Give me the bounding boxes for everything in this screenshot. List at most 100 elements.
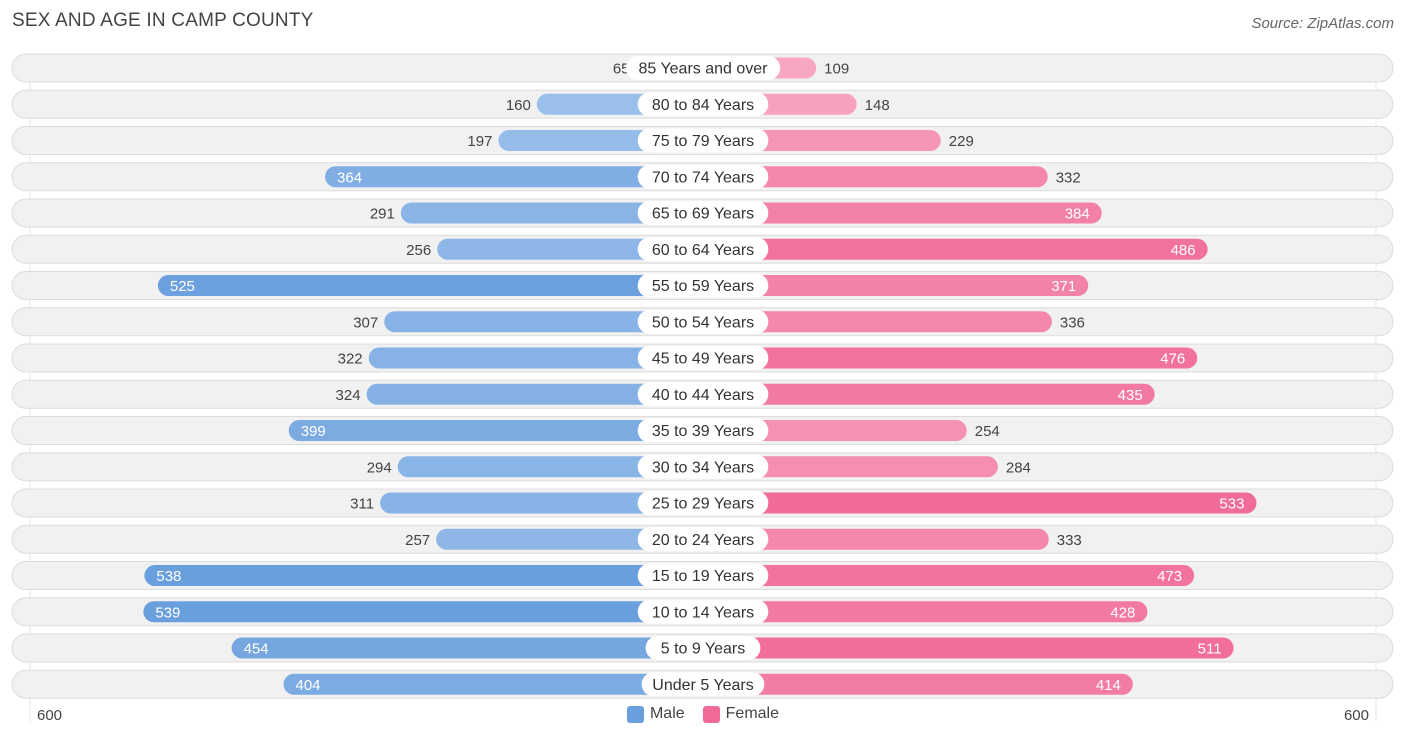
- female-value-label: 486: [1171, 242, 1196, 259]
- category-label: 20 to 24 Years: [652, 532, 754, 549]
- male-bar: [283, 673, 703, 695]
- category-label: 45 to 49 Years: [652, 351, 754, 368]
- source-credit: Source: ZipAtlas.com: [1251, 15, 1394, 32]
- category-label-pill: [637, 201, 769, 225]
- male-value-label: 256: [406, 242, 431, 259]
- category-label: 5 to 9 Years: [661, 641, 746, 658]
- male-bar: [384, 311, 703, 333]
- category-label-pill: [637, 92, 769, 117]
- legend-item-male: Male: [626, 705, 685, 723]
- female-value-label: 428: [1110, 604, 1135, 621]
- male-bar: [288, 420, 703, 441]
- category-label-pill: [641, 672, 765, 697]
- female-bar: [703, 492, 1257, 514]
- female-value-label: 333: [1057, 532, 1082, 549]
- category-label-pill: [637, 237, 769, 262]
- male-bar: [144, 565, 704, 586]
- female-swatch: [702, 705, 720, 723]
- female-value-label: 254: [975, 423, 1000, 440]
- female-value-label: 476: [1160, 351, 1185, 368]
- male-bar: [366, 383, 703, 405]
- male-value-label: 291: [370, 206, 395, 223]
- female-bar: [703, 528, 1049, 550]
- male-bar: [157, 275, 703, 296]
- category-label-pill: [625, 56, 781, 80]
- male-bar: [397, 456, 703, 478]
- category-label-pill: [637, 273, 769, 298]
- female-value-label: 332: [1056, 169, 1081, 186]
- female-value-label: 148: [865, 97, 890, 114]
- male-value-label: 525: [170, 278, 195, 295]
- axis-left-label: 600: [37, 707, 63, 724]
- category-label-pill: [645, 636, 761, 660]
- male-bar: [143, 601, 704, 623]
- category-label-pill: [637, 527, 769, 552]
- category-label-pill: [637, 491, 769, 515]
- category-label: 10 to 14 Years: [652, 604, 754, 621]
- female-value-label: 435: [1118, 387, 1143, 404]
- male-value-label: 538: [156, 568, 181, 585]
- male-value-label: 322: [338, 351, 363, 368]
- female-value-label: 511: [1198, 641, 1222, 658]
- chart-title: SEX AND AGE IN CAMP COUNTY: [12, 10, 314, 31]
- category-label-pill: [637, 128, 769, 153]
- category-label: Under 5 Years: [652, 677, 753, 694]
- female-bar: [703, 456, 998, 478]
- female-value-label: 473: [1157, 568, 1182, 585]
- category-label: 15 to 19 Years: [652, 568, 754, 585]
- male-bar: [231, 637, 703, 659]
- female-value-label: 414: [1096, 677, 1121, 694]
- male-bar: [368, 347, 703, 369]
- category-label: 80 to 84 Years: [652, 97, 754, 114]
- female-bar: [703, 311, 1052, 333]
- category-label: 70 to 74 Years: [652, 169, 754, 186]
- female-bar: [703, 637, 1234, 659]
- category-label-pill: [637, 418, 769, 443]
- category-label: 40 to 44 Years: [652, 387, 754, 404]
- category-label: 60 to 64 Years: [652, 242, 754, 259]
- category-label: 65 to 69 Years: [652, 206, 754, 223]
- category-label-pill: [637, 309, 769, 334]
- category-label-pill: [637, 599, 769, 624]
- female-value-label: 384: [1065, 206, 1090, 223]
- female-bar: [703, 383, 1155, 405]
- category-label-pill: [637, 454, 769, 479]
- category-label-pill: [637, 382, 769, 407]
- male-value-label: 399: [301, 423, 326, 440]
- category-label: 50 to 54 Years: [652, 314, 754, 331]
- male-bar: [400, 202, 703, 224]
- category-label: 85 Years and over: [639, 61, 769, 78]
- male-value-label: 307: [353, 314, 378, 331]
- male-value-label: 324: [336, 387, 361, 404]
- female-value-label: 284: [1006, 459, 1031, 476]
- category-label: 55 to 59 Years: [652, 278, 754, 295]
- male-value-label: 404: [296, 677, 321, 694]
- male-value-label: 197: [467, 133, 492, 150]
- female-value-label: 371: [1051, 278, 1076, 295]
- female-bar: [703, 238, 1208, 260]
- female-bar: [703, 347, 1198, 369]
- male-value-label: 257: [405, 532, 430, 549]
- female-bar: [703, 275, 1089, 296]
- male-value-label: 364: [337, 169, 362, 186]
- female-bar: [703, 202, 1102, 224]
- male-bar: [380, 492, 703, 514]
- axis-right-label: 600: [1343, 707, 1369, 724]
- legend: Male Female: [0, 705, 1406, 723]
- category-label: 25 to 29 Years: [652, 496, 754, 513]
- category-label: 75 to 79 Years: [652, 133, 754, 150]
- male-value-label: 311: [350, 496, 374, 513]
- legend-item-female: Female: [702, 705, 779, 723]
- female-value-label: 533: [1219, 496, 1244, 513]
- female-value-label: 109: [824, 61, 849, 78]
- male-value-label: 65: [613, 61, 630, 78]
- male-value-label: 539: [155, 604, 180, 621]
- category-label-pill: [637, 164, 769, 189]
- female-bar: [703, 166, 1048, 188]
- male-value-label: 160: [506, 97, 531, 114]
- male-bar: [436, 528, 703, 550]
- male-swatch: [626, 705, 644, 723]
- female-value-label: 229: [949, 133, 974, 150]
- category-label-pill: [637, 346, 769, 370]
